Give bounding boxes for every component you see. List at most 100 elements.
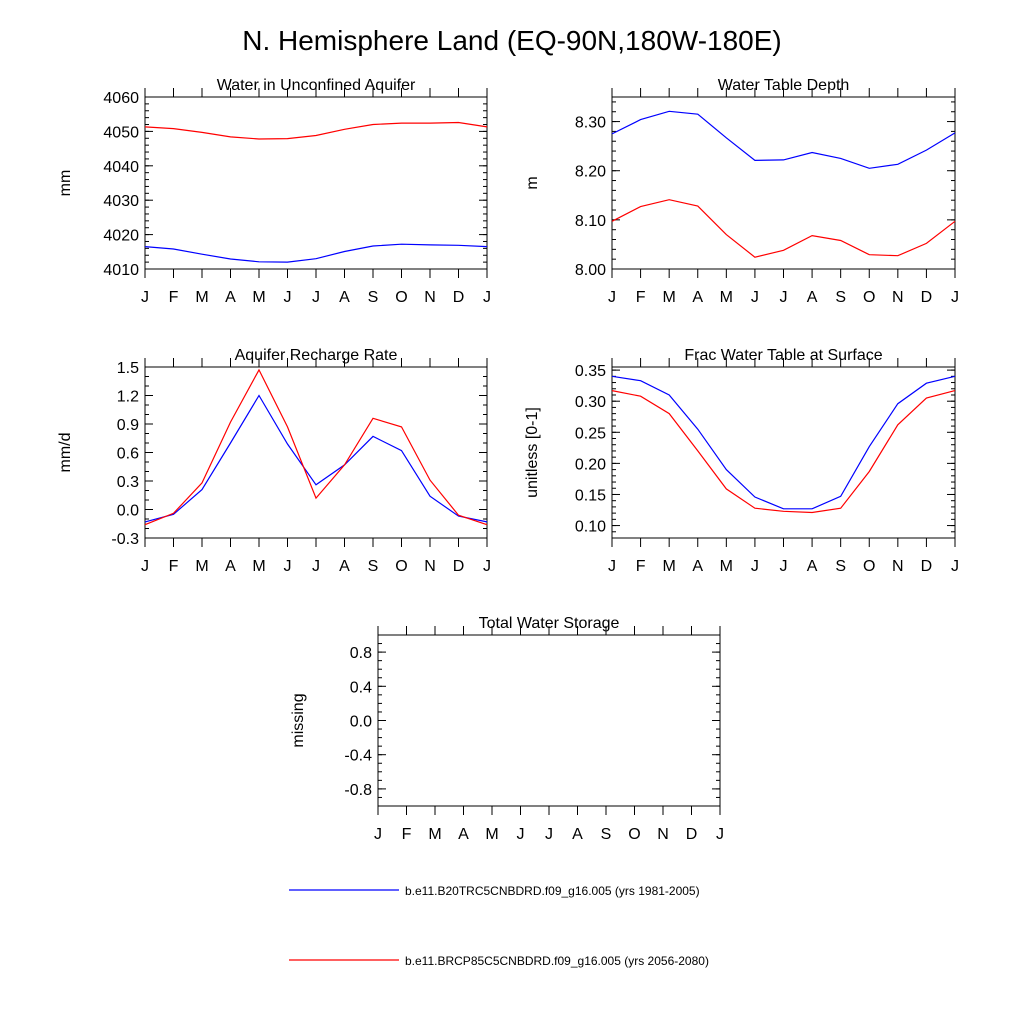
x-tick-label: S (601, 826, 612, 843)
x-tick-label: J (951, 558, 959, 575)
x-tick-label: O (863, 558, 875, 575)
panel-title: Frac Water Table at Surface (684, 347, 882, 364)
y-tick-label: 0.9 (117, 417, 139, 434)
x-tick-label: J (312, 289, 320, 306)
y-tick-label: 4030 (103, 193, 139, 210)
y-tick-label: -0.4 (344, 748, 372, 765)
x-tick-label: S (835, 289, 846, 306)
series-line (611, 390, 956, 514)
x-tick-label: N (424, 289, 436, 306)
x-tick-label: O (863, 289, 875, 306)
x-tick-label: M (252, 289, 265, 306)
x-tick-label: J (483, 558, 491, 575)
x-tick-label: J (608, 558, 616, 575)
y-tick-label: 8.20 (575, 164, 606, 181)
y-tick-label: 4060 (103, 90, 139, 107)
x-tick-label: D (921, 558, 933, 575)
y-axis-label: unitless [0-1] (524, 407, 541, 498)
y-tick-label: 0.20 (575, 456, 606, 473)
y-tick-label: 4010 (103, 262, 139, 279)
x-tick-label: A (572, 826, 583, 843)
series-line (611, 110, 956, 169)
y-tick-label: 4040 (103, 159, 139, 176)
legend-label: b.e11.B20TRC5CNBDRD.f09_g16.005 (yrs 198… (405, 884, 700, 898)
panel-3: Aquifer Recharge Rate mm/d -0.3 0.0 0.3 0.6 0.… (57, 347, 491, 575)
x-tick-label: O (395, 558, 407, 575)
x-tick-label: D (453, 558, 465, 575)
x-tick-label: F (636, 558, 646, 575)
x-tick-label: J (141, 289, 149, 306)
x-tick-label: N (892, 289, 904, 306)
panel-4: Frac Water Table at Surface unitless [0-1… (524, 347, 959, 575)
x-tick-label: S (835, 558, 846, 575)
y-tick-label: 1.5 (117, 360, 139, 377)
x-tick-label: M (720, 558, 733, 575)
panel-title: Total Water Storage (479, 615, 620, 632)
x-tick-label: D (921, 289, 933, 306)
x-tick-label: S (368, 558, 379, 575)
x-tick-label: M (195, 289, 208, 306)
figure-title: N. Hemisphere Land (EQ-90N,180W-180E) (242, 25, 782, 56)
y-tick-label: 0.35 (575, 363, 606, 380)
panel-title: Aquifer Recharge Rate (235, 347, 398, 364)
y-axis-label: mm (57, 170, 74, 197)
x-tick-label: A (807, 558, 818, 575)
series-line (144, 121, 488, 140)
y-tick-label: 0.4 (350, 679, 372, 696)
x-tick-label: O (628, 826, 640, 843)
x-tick-label: D (686, 826, 698, 843)
series-line (611, 199, 956, 258)
series-line (144, 368, 488, 526)
x-tick-label: J (751, 558, 759, 575)
y-tick-label: 0.15 (575, 487, 606, 504)
panel-title: Water Table Depth (718, 77, 850, 94)
legend-item-2: b.e11.BRCP85C5CNBDRD.f09_g16.005 (yrs 20… (289, 954, 709, 968)
y-tick-label: 4020 (103, 228, 139, 245)
y-tick-label: 0.8 (350, 645, 372, 662)
y-tick-label: -0.8 (344, 782, 372, 799)
y-tick-label: 8.30 (575, 115, 606, 132)
y-tick-label: 0.6 (117, 446, 139, 463)
x-tick-label: A (692, 558, 703, 575)
plot-frame (611, 96, 956, 270)
y-axis-label: m (524, 176, 541, 189)
x-tick-label: M (195, 558, 208, 575)
y-tick-label: 0.30 (575, 394, 606, 411)
x-tick-label: J (545, 826, 553, 843)
plot-frame (377, 634, 721, 807)
x-tick-label: F (402, 826, 412, 843)
panel-5: Total Water Storage missing -0.8 -0.4 0.0 0.4… (290, 615, 724, 843)
x-tick-label: M (663, 289, 676, 306)
y-tick-label: 0.10 (575, 519, 606, 536)
legend-item-1: b.e11.B20TRC5CNBDRD.f09_g16.005 (yrs 198… (289, 884, 700, 898)
x-tick-label: F (169, 289, 179, 306)
x-tick-label: A (339, 558, 350, 575)
x-tick-label: S (368, 289, 379, 306)
x-tick-label: M (252, 558, 265, 575)
x-tick-label: F (636, 289, 646, 306)
x-tick-label: F (169, 558, 179, 575)
y-tick-label: 0.0 (117, 503, 139, 520)
x-tick-label: M (428, 826, 441, 843)
x-tick-label: J (517, 826, 525, 843)
series-line (611, 375, 956, 510)
y-tick-label: -0.3 (111, 531, 139, 548)
legend-label: b.e11.BRCP85C5CNBDRD.f09_g16.005 (yrs 20… (405, 954, 709, 968)
x-tick-label: A (692, 289, 703, 306)
x-tick-label: J (483, 289, 491, 306)
x-tick-label: O (395, 289, 407, 306)
x-tick-label: A (225, 558, 236, 575)
y-axis-label: mm/d (57, 433, 74, 473)
y-tick-label: 0.0 (350, 714, 372, 731)
y-axis-label: missing (290, 693, 307, 747)
panel-title: Water in Unconfined Aquifer (217, 77, 416, 94)
x-tick-label: A (458, 826, 469, 843)
x-tick-label: M (485, 826, 498, 843)
x-tick-label: M (663, 558, 676, 575)
x-tick-label: A (339, 289, 350, 306)
panels: Water in Unconfined Aquifer mm 4010 4020 403… (57, 77, 959, 843)
x-tick-label: J (780, 289, 788, 306)
x-tick-label: J (751, 289, 759, 306)
